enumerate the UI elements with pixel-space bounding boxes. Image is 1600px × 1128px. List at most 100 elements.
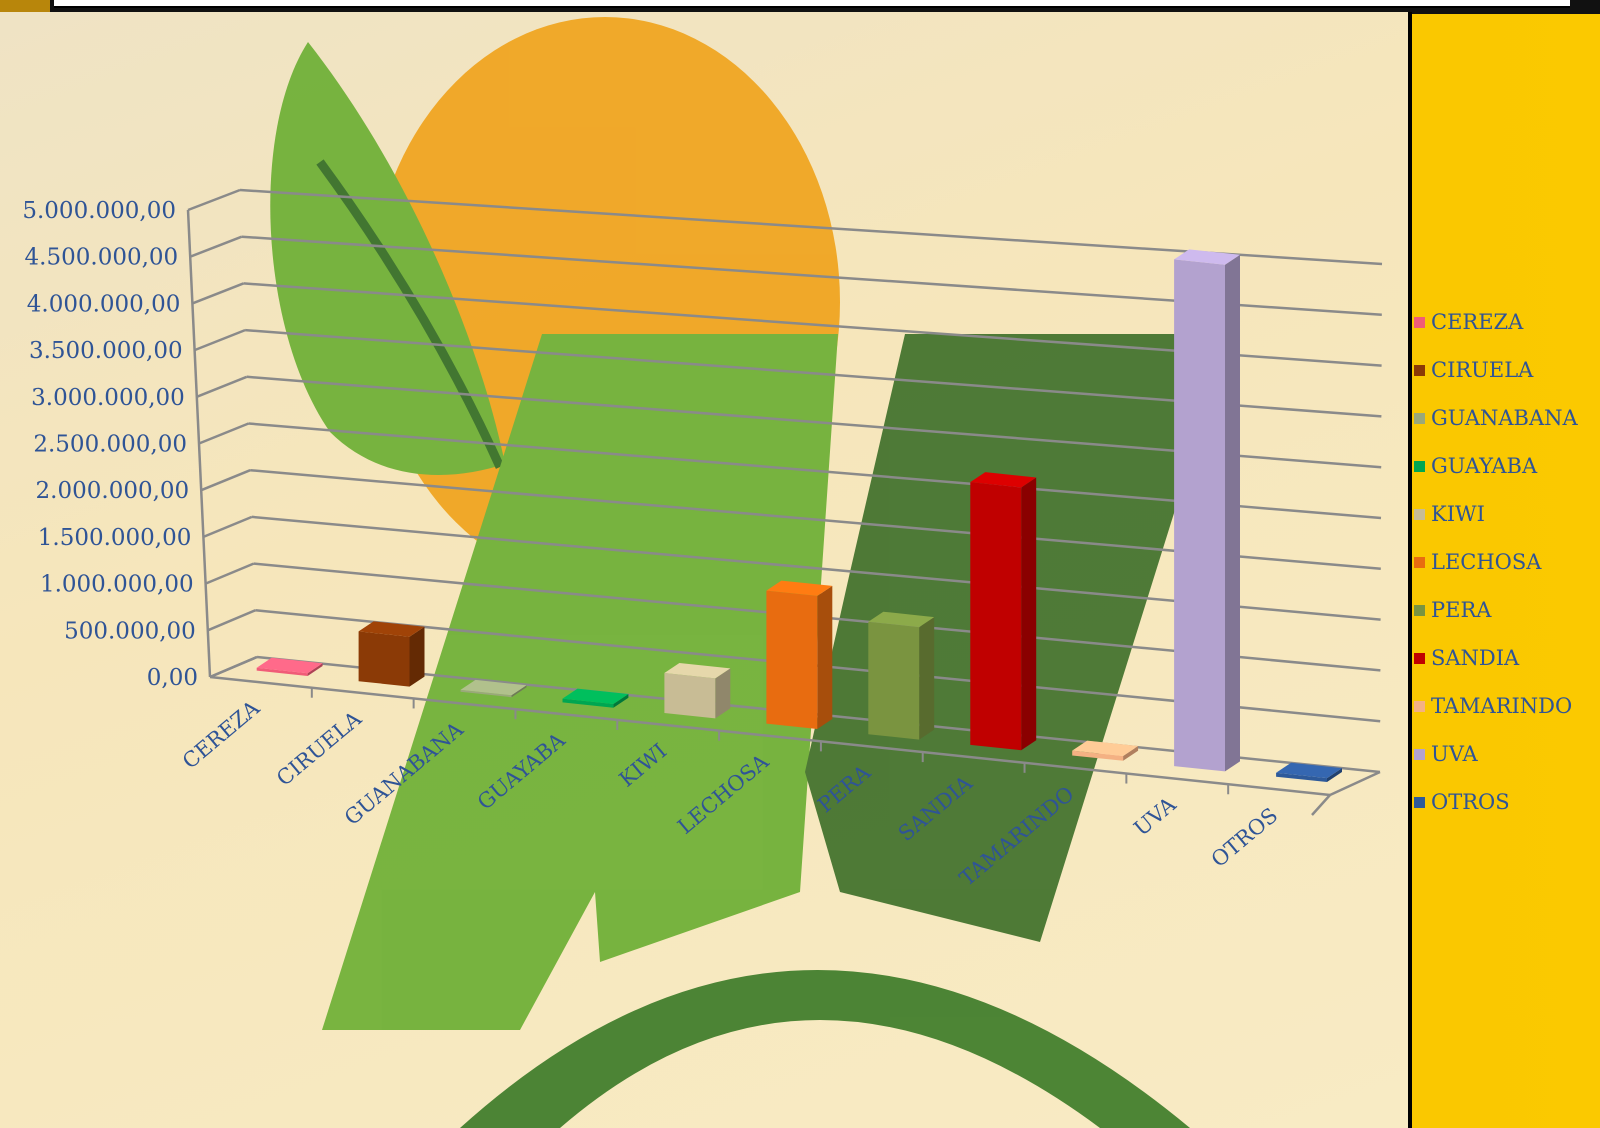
legend-swatch — [1414, 460, 1425, 472]
legend-item: CEREZA — [1414, 298, 1600, 346]
legend-label: OTROS — [1431, 790, 1510, 814]
legend-label: GUAYABA — [1431, 454, 1538, 478]
y-tick-label: 2.500.000,00 — [33, 432, 187, 458]
bar-side-ciruela — [409, 626, 425, 687]
legend-label: KIWI — [1431, 502, 1485, 526]
legend-swatch — [1414, 748, 1425, 760]
bar-side-tamarindo — [1123, 746, 1139, 761]
y-tick-label: 1.500.000,00 — [38, 525, 192, 551]
legend-item: SANDIA — [1414, 634, 1600, 682]
bar-top-otros — [1276, 762, 1342, 779]
legend-swatch — [1414, 556, 1425, 568]
legend-label: TAMARINDO — [1431, 694, 1573, 718]
bar-top-tamarindo — [1072, 740, 1139, 756]
legend-swatch — [1414, 796, 1425, 808]
y-tick-label: 4.500.000,00 — [25, 245, 179, 271]
legend-label: UVA — [1431, 742, 1478, 766]
bar-uva — [1174, 259, 1225, 772]
legend-item: GUAYABA — [1414, 442, 1600, 490]
logo-letter-shape — [322, 334, 838, 1030]
bar-side-guanabana — [511, 685, 527, 698]
legend-swatch — [1414, 604, 1425, 616]
y-tick-label: 3.000.000,00 — [31, 385, 185, 411]
left-wall-gridline — [187, 188, 241, 212]
bar-top-guanabana — [460, 679, 527, 696]
x-tick-label: OTROS — [1207, 803, 1283, 872]
y-axis-line — [186, 209, 212, 678]
x-tick-label: CEREZA — [178, 695, 265, 773]
top-bar-accent — [0, 0, 50, 14]
y-tick-label: 3.500.000,00 — [29, 338, 183, 364]
bar-top-sandia — [970, 472, 1037, 488]
floor-right-edge — [1329, 770, 1381, 797]
bar-side-sandia — [1021, 477, 1037, 751]
x-tick-label: CIRUELA — [272, 706, 366, 791]
bar-pera — [868, 621, 920, 740]
logo-watermark — [270, 17, 1230, 1128]
left-wall-gridline — [191, 282, 244, 305]
chart-canvas: 0,00 500.000,00 1.000.000,00 1.500.000,00 2.… — [22, 17, 1383, 1128]
x-tick-label: UVA — [1129, 792, 1181, 841]
chart-legend: CEREZA CIRUELA GUANABANA GUAYABA KIWI LECHOSA… — [1414, 298, 1600, 826]
bar-sandia — [970, 482, 1022, 751]
legend-item: PERA — [1414, 586, 1600, 634]
legend-label: SANDIA — [1431, 646, 1520, 670]
bar-side-cereza — [307, 663, 323, 676]
legend-label: CEREZA — [1431, 310, 1524, 334]
floor-front-edge — [209, 675, 1331, 797]
legend-item: UVA — [1414, 730, 1600, 778]
legend-label: CIRUELA — [1431, 358, 1534, 382]
legend-swatch — [1414, 652, 1425, 664]
y-tick-label: 500.000,00 — [64, 618, 196, 644]
bar-side-pera — [919, 617, 935, 740]
left-wall-gridline — [189, 235, 243, 258]
top-bar — [0, 0, 1600, 14]
bar-side-uva — [1225, 254, 1240, 772]
bar-guanabana — [460, 689, 512, 698]
legend-swatch — [1414, 700, 1425, 712]
y-tick-label: 0,00 — [147, 665, 198, 691]
bar-tamarindo — [1072, 750, 1124, 761]
bar-ciruela — [358, 631, 410, 687]
bar-side-kiwi — [715, 668, 731, 719]
bar-kiwi — [664, 673, 716, 719]
bar-top-uva — [1174, 249, 1240, 265]
bar-guayaba — [562, 698, 614, 708]
bar-top-ciruela — [358, 621, 425, 637]
bar-top-guayaba — [562, 688, 629, 704]
floor-corner-edge — [1311, 794, 1331, 816]
legend-swatch — [1414, 316, 1425, 328]
bar-lechosa — [766, 590, 818, 729]
legend-label: LECHOSA — [1431, 550, 1542, 574]
legend-item: KIWI — [1414, 490, 1600, 538]
left-wall-gridline — [202, 515, 253, 539]
legend-label: GUANABANA — [1431, 406, 1578, 430]
bar-side-guayaba — [613, 694, 629, 708]
y-tick-label: 4.000.000,00 — [27, 291, 181, 317]
left-wall-gridline — [205, 562, 255, 585]
y-tick-label: 1.000.000,00 — [40, 572, 194, 598]
legend-label: PERA — [1431, 598, 1492, 622]
left-wall-gridline — [196, 375, 248, 398]
left-wall-gridline — [200, 469, 251, 492]
top-bar-strip — [54, 0, 1570, 8]
left-wall-gridline — [207, 609, 256, 632]
bar-top-kiwi — [664, 663, 731, 679]
logo-arc-shape — [460, 970, 1190, 1128]
legend-swatch — [1414, 508, 1425, 520]
legend-item: CIRUELA — [1414, 346, 1600, 394]
bar-side-lechosa — [817, 585, 833, 729]
legend-item: GUANABANA — [1414, 394, 1600, 442]
left-wall-gridline — [194, 328, 246, 352]
legend-item: OTROS — [1414, 778, 1600, 826]
y-tick-label: 2.000.000,00 — [36, 478, 190, 504]
plot-area: 0,00 500.000,00 1.000.000,00 1.500.000,00 2.… — [0, 12, 1412, 1128]
chart-bars — [256, 249, 1342, 782]
y-tick-label: 5.000.000,00 — [22, 198, 176, 224]
legend-swatch — [1414, 364, 1425, 376]
logo-leaf-vein — [316, 159, 505, 469]
bar-top-pera — [868, 611, 935, 628]
legend-item: LECHOSA — [1414, 538, 1600, 586]
legend-item: TAMARINDO — [1414, 682, 1600, 730]
